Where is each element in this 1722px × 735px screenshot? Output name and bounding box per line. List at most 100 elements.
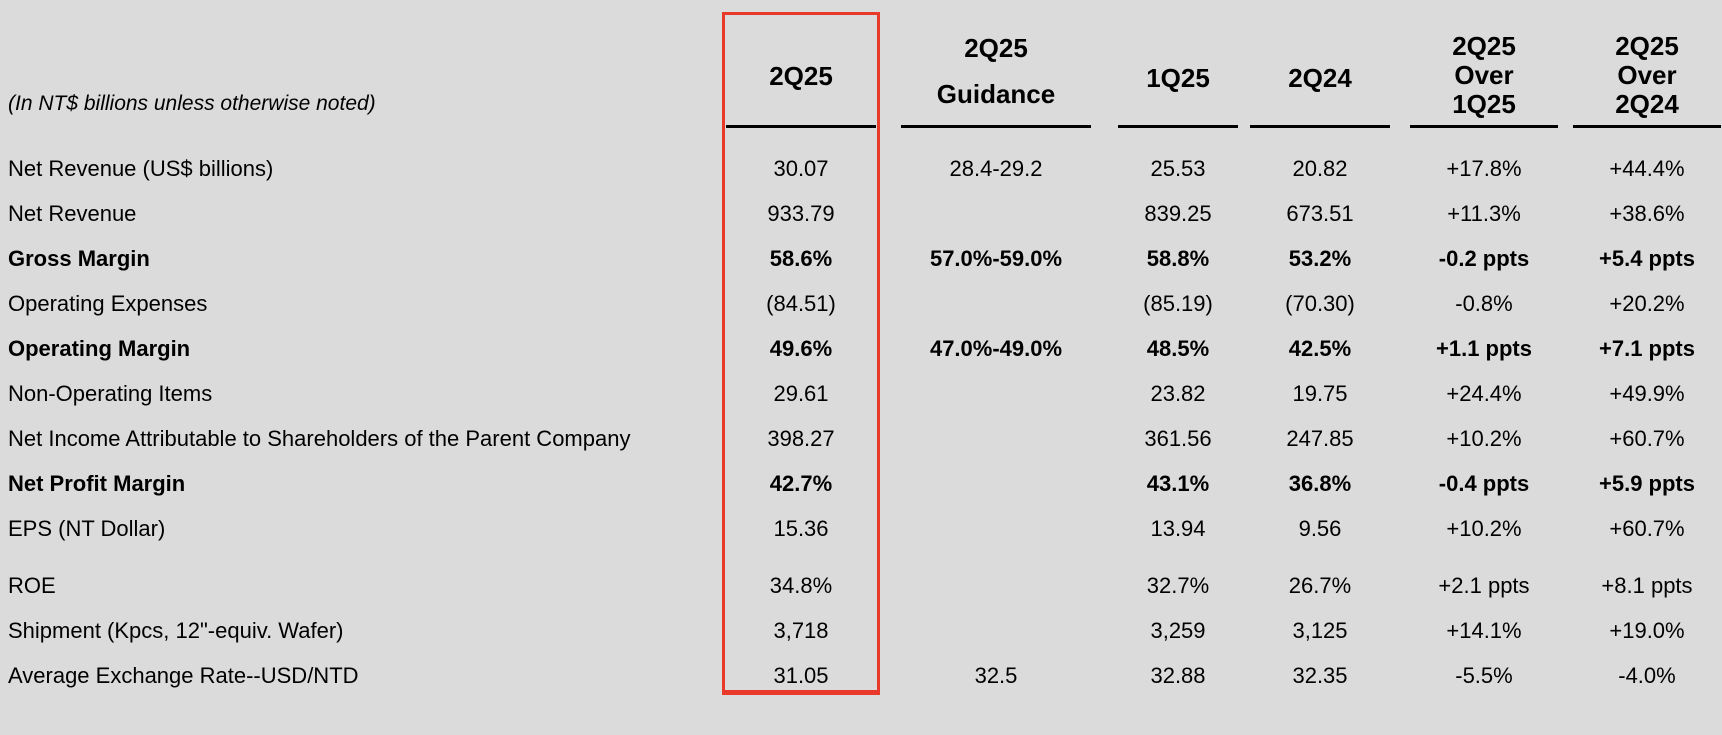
cell-over-1q25: +24.4% bbox=[1446, 380, 1522, 406]
column-header-2q25-over-1q25: 2Q25 Over 1Q25 bbox=[1396, 0, 1572, 128]
cell-2q24: 673.51 bbox=[1286, 200, 1354, 226]
cell-over-1q25: +11.3% bbox=[1447, 200, 1521, 226]
table-row-non-operating-items: Non-Operating Items 29.61 23.82 19.75 +2… bbox=[0, 371, 1722, 416]
cell-over-2q24: +60.7% bbox=[1609, 515, 1685, 541]
header-underline bbox=[1118, 125, 1238, 128]
cell-over-2q24: +8.1 ppts bbox=[1601, 572, 1693, 598]
cell-over-1q25: -0.8% bbox=[1455, 290, 1513, 316]
table-row-gross-margin: Gross Margin 58.6% 57.0%-59.0% 58.8% 53.… bbox=[0, 236, 1722, 281]
cell-2q25: 31.05 bbox=[773, 662, 829, 688]
row-label: Average Exchange Rate--USD/NTD bbox=[8, 662, 359, 688]
table-row-roe: ROE 34.8% 32.7% 26.7% +2.1 ppts +8.1 ppt… bbox=[0, 563, 1722, 608]
cell-2q24: 9.56 bbox=[1298, 515, 1342, 541]
cell-2q25: 29.61 bbox=[773, 380, 829, 406]
column-header-2q25: 2Q25 bbox=[722, 0, 880, 128]
cell-over-2q24: +20.2% bbox=[1609, 290, 1685, 316]
cell-1q25: 25.53 bbox=[1150, 155, 1206, 181]
cell-guidance: 28.4-29.2 bbox=[949, 155, 1043, 181]
header-underline bbox=[1250, 125, 1390, 128]
header-label: 2Q25 bbox=[1615, 31, 1679, 61]
cell-1q25: 48.5% bbox=[1146, 335, 1210, 361]
row-label: ROE bbox=[8, 572, 56, 598]
table-row-operating-expenses: Operating Expenses (84.51) (85.19) (70.3… bbox=[0, 281, 1722, 326]
column-header-1q25: 1Q25 bbox=[1112, 0, 1244, 128]
header-underline bbox=[1573, 125, 1721, 128]
cell-over-2q24: +5.4 ppts bbox=[1599, 245, 1695, 271]
table-header: (In NT$ billions unless otherwise noted)… bbox=[0, 0, 1722, 128]
cell-over-2q24: +44.4% bbox=[1609, 155, 1685, 181]
cell-guidance: 47.0%-49.0% bbox=[929, 335, 1063, 361]
cell-1q25: 839.25 bbox=[1144, 200, 1212, 226]
header-label: Guidance bbox=[936, 79, 1056, 109]
cell-over-1q25: +1.1 ppts bbox=[1436, 335, 1532, 361]
cell-2q25: 933.79 bbox=[767, 200, 835, 226]
cell-guidance: 57.0%-59.0% bbox=[929, 245, 1063, 271]
cell-2q24: 36.8% bbox=[1288, 470, 1352, 496]
row-label: Operating Margin bbox=[8, 335, 191, 361]
row-label: Net Profit Margin bbox=[8, 470, 186, 496]
cell-over-2q24: +38.6% bbox=[1609, 200, 1685, 226]
cell-over-2q24: +49.9% bbox=[1609, 380, 1685, 406]
cell-2q25: 58.6% bbox=[769, 245, 833, 271]
cell-2q25: (84.51) bbox=[766, 290, 836, 316]
cell-1q25: 58.8% bbox=[1146, 245, 1210, 271]
header-label: 2Q24 bbox=[1288, 63, 1352, 93]
cell-2q24: (70.30) bbox=[1285, 290, 1355, 316]
row-label: Net Revenue bbox=[8, 200, 137, 226]
cell-guidance: 32.5 bbox=[974, 662, 1018, 688]
cell-over-1q25: +10.2% bbox=[1446, 425, 1522, 451]
cell-1q25: 3,259 bbox=[1150, 617, 1206, 643]
cell-1q25: 32.7% bbox=[1146, 572, 1210, 598]
cell-2q24: 32.35 bbox=[1292, 662, 1348, 688]
column-header-2q25-over-2q24: 2Q25 Over 2Q24 bbox=[1572, 0, 1722, 128]
cell-over-1q25: -5.5% bbox=[1455, 662, 1513, 688]
header-underline bbox=[901, 125, 1091, 128]
row-label: EPS (NT Dollar) bbox=[8, 515, 166, 541]
table-row-net-revenue: Net Revenue 933.79 839.25 673.51 +11.3% … bbox=[0, 191, 1722, 236]
cell-2q24: 247.85 bbox=[1286, 425, 1354, 451]
table-row-exchange-rate: Average Exchange Rate--USD/NTD 31.05 32.… bbox=[0, 653, 1722, 698]
cell-2q24: 26.7% bbox=[1288, 572, 1352, 598]
cell-2q25: 34.8% bbox=[769, 572, 833, 598]
header-label: 2Q25 bbox=[964, 33, 1028, 63]
cell-1q25: 361.56 bbox=[1144, 425, 1212, 451]
header-label: Over bbox=[1617, 60, 1677, 90]
column-header-2q24: 2Q24 bbox=[1244, 0, 1396, 128]
cell-2q24: 19.75 bbox=[1292, 380, 1348, 406]
cell-over-2q24: +7.1 ppts bbox=[1599, 335, 1695, 361]
cell-over-1q25: -0.4 ppts bbox=[1438, 470, 1530, 496]
header-label: 2Q24 bbox=[1615, 89, 1679, 119]
cell-2q25: 49.6% bbox=[769, 335, 833, 361]
cell-over-1q25: +17.8% bbox=[1446, 155, 1522, 181]
header-underline bbox=[726, 125, 876, 128]
cell-2q25: 398.27 bbox=[767, 425, 835, 451]
table-row-net-income: Net Income Attributable to Shareholders … bbox=[0, 416, 1722, 461]
row-label: Net Revenue (US$ billions) bbox=[8, 155, 274, 181]
cell-2q24: 3,125 bbox=[1292, 617, 1348, 643]
header-label: 2Q25 bbox=[1452, 31, 1516, 61]
cell-over-1q25: +2.1 ppts bbox=[1438, 572, 1530, 598]
cell-1q25: 43.1% bbox=[1146, 470, 1210, 496]
cell-2q24: 20.82 bbox=[1292, 155, 1348, 181]
cell-2q24: 42.5% bbox=[1288, 335, 1352, 361]
cell-over-2q24: +60.7% bbox=[1609, 425, 1685, 451]
table-row-operating-margin: Operating Margin 49.6% 47.0%-49.0% 48.5%… bbox=[0, 326, 1722, 371]
header-underline bbox=[1410, 125, 1558, 128]
table-row-eps: EPS (NT Dollar) 15.36 13.94 9.56 +10.2% … bbox=[0, 506, 1722, 551]
cell-over-1q25: +14.1% bbox=[1446, 617, 1522, 643]
cell-over-2q24: -4.0% bbox=[1618, 662, 1676, 688]
cell-over-2q24: +19.0% bbox=[1609, 617, 1685, 643]
column-header-2q25-guidance: 2Q25 Guidance bbox=[880, 0, 1112, 128]
cell-over-1q25: +10.2% bbox=[1446, 515, 1522, 541]
table-row-shipment: Shipment (Kpcs, 12"-equiv. Wafer) 3,718 … bbox=[0, 608, 1722, 653]
cell-1q25: 32.88 bbox=[1150, 662, 1206, 688]
cell-1q25: 23.82 bbox=[1150, 380, 1206, 406]
cell-1q25: (85.19) bbox=[1143, 290, 1213, 316]
cell-2q25: 42.7% bbox=[769, 470, 833, 496]
header-label: 1Q25 bbox=[1452, 89, 1516, 119]
table-body: Net Revenue (US$ billions) 30.07 28.4-29… bbox=[0, 146, 1722, 698]
row-label: Shipment (Kpcs, 12"-equiv. Wafer) bbox=[8, 617, 344, 643]
row-label: Net Income Attributable to Shareholders … bbox=[8, 425, 631, 451]
cell-2q24: 53.2% bbox=[1288, 245, 1352, 271]
row-label: Gross Margin bbox=[8, 245, 150, 271]
